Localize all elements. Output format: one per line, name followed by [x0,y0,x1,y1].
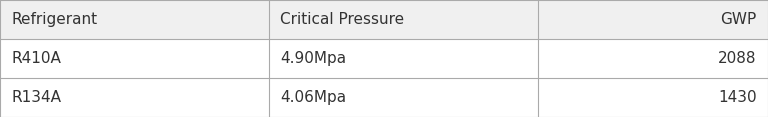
Text: R410A: R410A [12,51,61,66]
Text: GWP: GWP [720,12,756,27]
Text: 4.90Mpa: 4.90Mpa [280,51,346,66]
Text: Critical Pressure: Critical Pressure [280,12,405,27]
Text: 2088: 2088 [718,51,756,66]
Text: R134A: R134A [12,90,61,105]
Text: Refrigerant: Refrigerant [12,12,98,27]
Text: 1430: 1430 [718,90,756,105]
Text: 4.06Mpa: 4.06Mpa [280,90,346,105]
FancyBboxPatch shape [0,39,768,78]
FancyBboxPatch shape [0,0,768,39]
FancyBboxPatch shape [0,78,768,117]
